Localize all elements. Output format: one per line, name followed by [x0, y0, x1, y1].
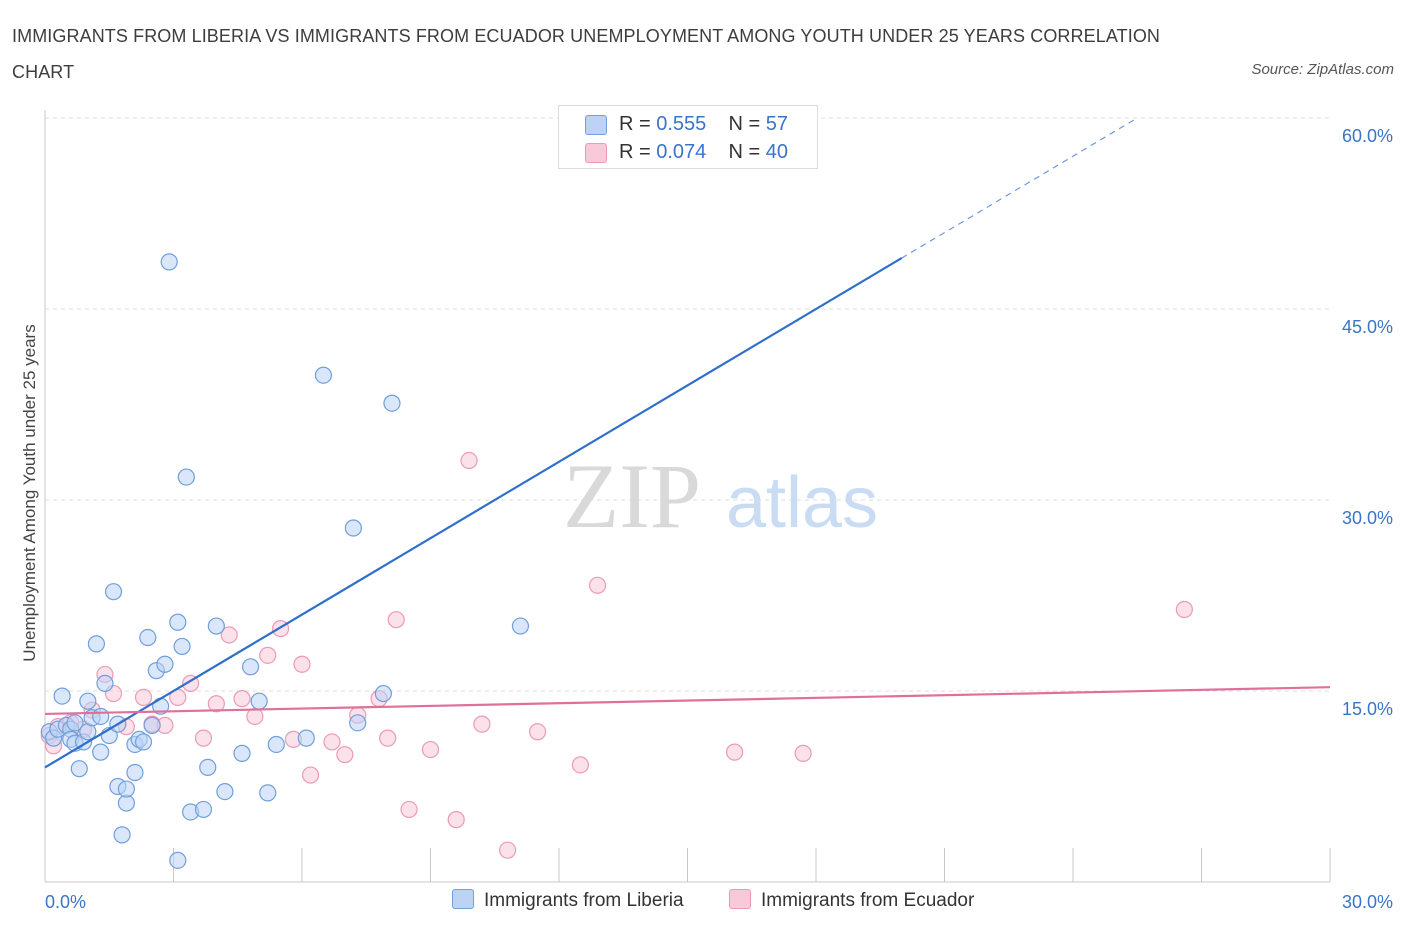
source-label: Source: ZipAtlas.com: [1251, 61, 1394, 78]
liberia-swatch: [585, 115, 607, 135]
liberia-point: [126, 763, 144, 782]
y-tick-label: 60.0%: [1342, 126, 1393, 146]
ecuador-point: [259, 646, 277, 664]
ecuador-point: [499, 841, 517, 859]
ecuador-point: [460, 451, 478, 470]
points-liberia: [40, 118, 714, 869]
liberia-trend-extension: [901, 117, 1138, 259]
ecuador-swatch: [585, 143, 607, 163]
ecuador-point: [1175, 600, 1193, 619]
n-label: N =: [728, 113, 761, 135]
r-label: R =: [619, 113, 651, 135]
bottom-legend-liberia: Immigrants from Liberia: [452, 889, 684, 912]
liberia-point: [156, 655, 174, 673]
liberia-point: [374, 684, 392, 703]
liberia-r-value: 0.555: [656, 113, 707, 135]
liberia-point: [134, 733, 153, 751]
liberia-point: [250, 692, 268, 710]
ecuador-point: [207, 695, 225, 713]
ecuador-n-value: 40: [765, 141, 789, 163]
ecuador-point: [473, 715, 491, 733]
stats-legend: R = 0.555 N = 57 R = 0.074 N = 40: [558, 105, 818, 169]
liberia-point: [511, 617, 530, 635]
chart-title: IMMIGRANTS FROM LIBERIA VS IMMIGRANTS FR…: [12, 26, 1161, 82]
y-tick-label: 30.0%: [1342, 508, 1393, 528]
ecuador-point: [323, 733, 341, 751]
trend-lines: [44, 117, 1331, 769]
liberia-point: [66, 714, 84, 732]
liberia-point: [297, 729, 315, 747]
watermark-atlas: atlas: [726, 463, 878, 543]
liberia-point: [169, 613, 187, 631]
liberia-point: [344, 519, 362, 537]
ecuador-point: [794, 744, 812, 762]
liberia-point: [233, 744, 251, 762]
bottom-legend-ecuador: Immigrants from Ecuador: [729, 889, 974, 912]
liberia-point: [70, 760, 88, 778]
liberia-trend-line: [44, 257, 903, 769]
liberia-point: [259, 784, 277, 802]
liberia-n-value: 57: [765, 113, 789, 135]
liberia-point: [96, 674, 114, 692]
liberia-point: [139, 628, 157, 647]
liberia-point: [314, 366, 333, 384]
liberia-point: [349, 714, 367, 732]
liberia-point: [160, 253, 178, 271]
ecuador-point: [301, 766, 320, 784]
liberia-point: [383, 394, 401, 412]
ecuador-point: [421, 740, 440, 759]
liberia-point: [79, 692, 97, 710]
ecuador-legend-label: Immigrants from Ecuador: [761, 890, 975, 911]
liberia-point: [267, 735, 285, 754]
liberia-point: [169, 851, 187, 869]
n-label: N =: [728, 141, 761, 163]
ecuador-point: [528, 723, 547, 741]
ecuador-point: [726, 743, 744, 761]
liberia-point: [143, 716, 161, 734]
ecuador-point: [387, 611, 405, 629]
liberia-point: [53, 687, 71, 705]
ecuador-point: [447, 811, 465, 829]
liberia-point: [194, 800, 213, 819]
liberia-point: [207, 617, 225, 635]
y-tick-label: 15.0%: [1342, 699, 1393, 719]
liberia-legend-label: Immigrants from Liberia: [484, 890, 684, 911]
liberia-point: [104, 583, 123, 601]
liberia-point: [113, 826, 131, 844]
tick-labels: 15.0% 30.0% 45.0% 60.0% 0.0% 30.0%: [45, 126, 1393, 912]
ecuador-point: [246, 707, 264, 726]
grid-lines: [45, 117, 1330, 692]
ecuador-point: [336, 746, 354, 764]
liberia-point: [87, 635, 106, 653]
liberia-point: [92, 743, 110, 761]
watermark-zip: ZIP: [563, 445, 701, 547]
ecuador-point: [134, 688, 153, 706]
ecuador-point: [220, 626, 238, 644]
liberia-point: [216, 782, 234, 801]
ecuador-point: [571, 756, 590, 774]
x-tick-label-min: 0.0%: [45, 892, 86, 912]
ecuador-point: [233, 690, 251, 708]
ecuador-point: [400, 800, 418, 819]
liberia-point: [173, 637, 191, 656]
ecuador-point: [588, 576, 607, 594]
ecuador-legend-swatch: [729, 889, 751, 909]
ecuador-point: [379, 729, 397, 747]
axes: [44, 110, 1331, 883]
liberia-point: [242, 658, 260, 676]
r-label: R =: [619, 141, 651, 163]
x-tick-label-max: 30.0%: [1342, 892, 1393, 912]
liberia-point: [199, 758, 217, 777]
y-axis-label: Unemployment Among Youth under 25 years: [20, 324, 39, 662]
liberia-point: [117, 780, 135, 798]
ecuador-trend-line: [44, 686, 1331, 716]
ecuador-point: [194, 729, 213, 747]
liberia-point: [177, 468, 195, 486]
y-tick-label: 45.0%: [1342, 317, 1393, 337]
liberia-legend-swatch: [452, 889, 474, 909]
liberia-point: [92, 707, 110, 726]
ecuador-r-value: 0.074: [656, 141, 707, 163]
ecuador-point: [293, 655, 311, 673]
